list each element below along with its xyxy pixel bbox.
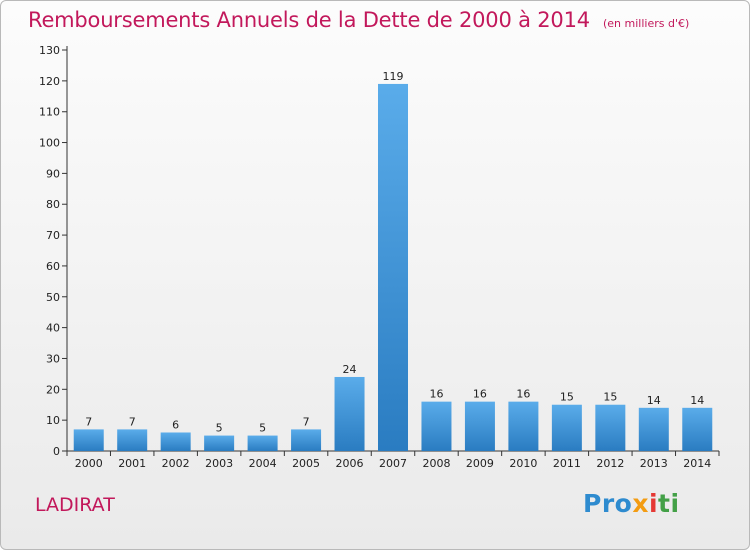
x-tick-label: 2011 bbox=[553, 457, 581, 470]
bar-value-label: 16 bbox=[516, 388, 530, 401]
bar-value-label: 14 bbox=[647, 394, 661, 407]
bar bbox=[508, 401, 539, 451]
x-tick-label: 2010 bbox=[509, 457, 537, 470]
x-tick-label: 2005 bbox=[292, 457, 320, 470]
bar bbox=[464, 401, 495, 451]
y-tick-label: 0 bbox=[53, 445, 60, 458]
chart-title: Remboursements Annuels de la Dette de 20… bbox=[28, 8, 689, 32]
x-tick-label: 2012 bbox=[596, 457, 624, 470]
x-tick-label: 2006 bbox=[336, 457, 364, 470]
logo-part-2: x bbox=[632, 489, 649, 518]
y-tick-label: 60 bbox=[46, 260, 60, 273]
chart-title-text: Remboursements Annuels de la Dette de 20… bbox=[28, 8, 590, 32]
logo-part-4: ti bbox=[658, 489, 680, 518]
bar-value-label: 7 bbox=[303, 415, 310, 428]
x-tick-label: 2014 bbox=[683, 457, 711, 470]
bar-value-label: 16 bbox=[473, 388, 487, 401]
logo-part-3: i bbox=[648, 489, 659, 518]
bar-value-label: 119 bbox=[383, 70, 404, 83]
y-tick-label: 90 bbox=[46, 167, 60, 180]
y-tick-label: 70 bbox=[46, 229, 60, 242]
bar bbox=[638, 407, 669, 451]
y-tick-label: 20 bbox=[46, 383, 60, 396]
bar bbox=[291, 429, 322, 451]
bar bbox=[117, 429, 148, 451]
chart-unit-text: (en milliers d'€) bbox=[603, 17, 690, 30]
x-tick-label: 2013 bbox=[640, 457, 668, 470]
y-tick-label: 40 bbox=[46, 322, 60, 335]
x-tick-label: 2002 bbox=[162, 457, 190, 470]
y-tick-label: 10 bbox=[46, 414, 60, 427]
bar bbox=[334, 376, 365, 451]
city-name: LADIRAT bbox=[35, 494, 115, 516]
proxiti-logo: Proxiti bbox=[583, 489, 680, 518]
x-tick-label: 2004 bbox=[249, 457, 277, 470]
logo-part-1: Pro bbox=[583, 489, 633, 518]
bar bbox=[247, 435, 278, 451]
x-tick-label: 2000 bbox=[75, 457, 103, 470]
y-tick-label: 120 bbox=[39, 75, 60, 88]
bar bbox=[160, 432, 191, 451]
y-tick-label: 80 bbox=[46, 198, 60, 211]
x-tick-label: 2001 bbox=[118, 457, 146, 470]
bar-value-label: 14 bbox=[690, 394, 704, 407]
bar bbox=[595, 404, 626, 451]
bar bbox=[204, 435, 235, 451]
bar bbox=[682, 407, 713, 451]
y-tick-label: 30 bbox=[46, 352, 60, 365]
bar-value-label: 15 bbox=[560, 391, 574, 404]
x-tick-label: 2007 bbox=[379, 457, 407, 470]
bar bbox=[421, 401, 452, 451]
x-tick-label: 2008 bbox=[422, 457, 450, 470]
bar-value-label: 15 bbox=[603, 391, 617, 404]
x-tick-label: 2009 bbox=[466, 457, 494, 470]
bar-value-label: 7 bbox=[129, 415, 136, 428]
bar bbox=[73, 429, 104, 451]
bar-value-label: 6 bbox=[172, 418, 179, 431]
y-tick-label: 130 bbox=[39, 44, 60, 57]
bar-value-label: 5 bbox=[216, 422, 223, 435]
bar-value-label: 7 bbox=[85, 415, 92, 428]
bar-value-label: 5 bbox=[259, 422, 266, 435]
y-tick-label: 50 bbox=[46, 291, 60, 304]
x-tick-label: 2003 bbox=[205, 457, 233, 470]
bar bbox=[378, 83, 408, 451]
y-tick-label: 100 bbox=[39, 137, 60, 150]
bar bbox=[551, 404, 582, 451]
bar-value-label: 24 bbox=[343, 363, 357, 376]
bar-value-label: 16 bbox=[429, 388, 443, 401]
y-tick-label: 110 bbox=[39, 106, 60, 119]
